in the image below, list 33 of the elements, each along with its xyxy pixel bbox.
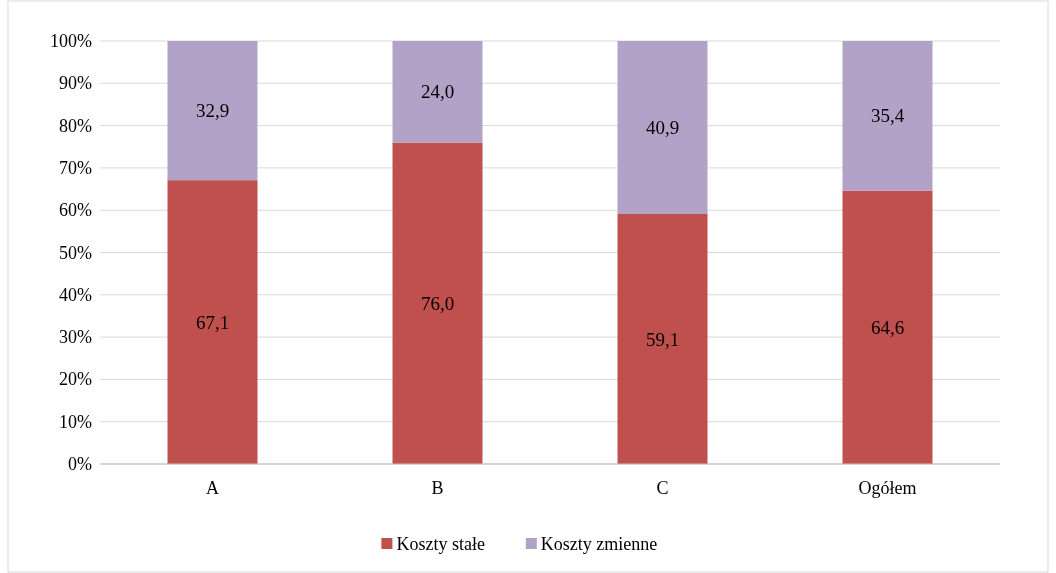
data-label: 67,1 [195, 311, 230, 333]
bar [842, 41, 933, 191]
x-tick-label: Ogółem [858, 478, 917, 498]
bar [167, 41, 258, 181]
bar [842, 190, 933, 464]
y-tick-label: 60% [59, 200, 92, 221]
bar [392, 41, 483, 143]
y-tick-label: 50% [59, 242, 92, 263]
bar [392, 142, 483, 464]
y-tick-label: 100% [50, 31, 92, 51]
y-tick-label: 80% [59, 115, 92, 136]
y-tick-label: 10% [59, 411, 92, 432]
y-tick-label: 70% [59, 157, 92, 178]
y-tick-label: 0% [68, 454, 92, 474]
y-tick-label: 30% [59, 327, 92, 348]
data-label: 32,9 [195, 100, 230, 122]
data-label: 76,0 [420, 292, 455, 314]
y-tick-label: 90% [59, 73, 92, 94]
x-tick-label: C [656, 478, 669, 498]
bar [617, 41, 708, 215]
data-label: 24,0 [420, 81, 455, 103]
data-label: 64,6 [870, 316, 905, 338]
legend-label: Koszty zmienne [540, 534, 658, 554]
x-tick-label: A [206, 478, 219, 498]
data-label: 35,4 [870, 105, 905, 127]
y-tick-label: 20% [59, 369, 92, 390]
bar [617, 214, 708, 464]
data-label: 40,9 [645, 117, 680, 138]
y-tick-label: 40% [59, 284, 92, 305]
legend-label: Koszty stałe [396, 534, 485, 554]
x-tick-label: B [431, 478, 444, 498]
bar [167, 180, 258, 464]
data-label: 59,1 [645, 328, 680, 350]
